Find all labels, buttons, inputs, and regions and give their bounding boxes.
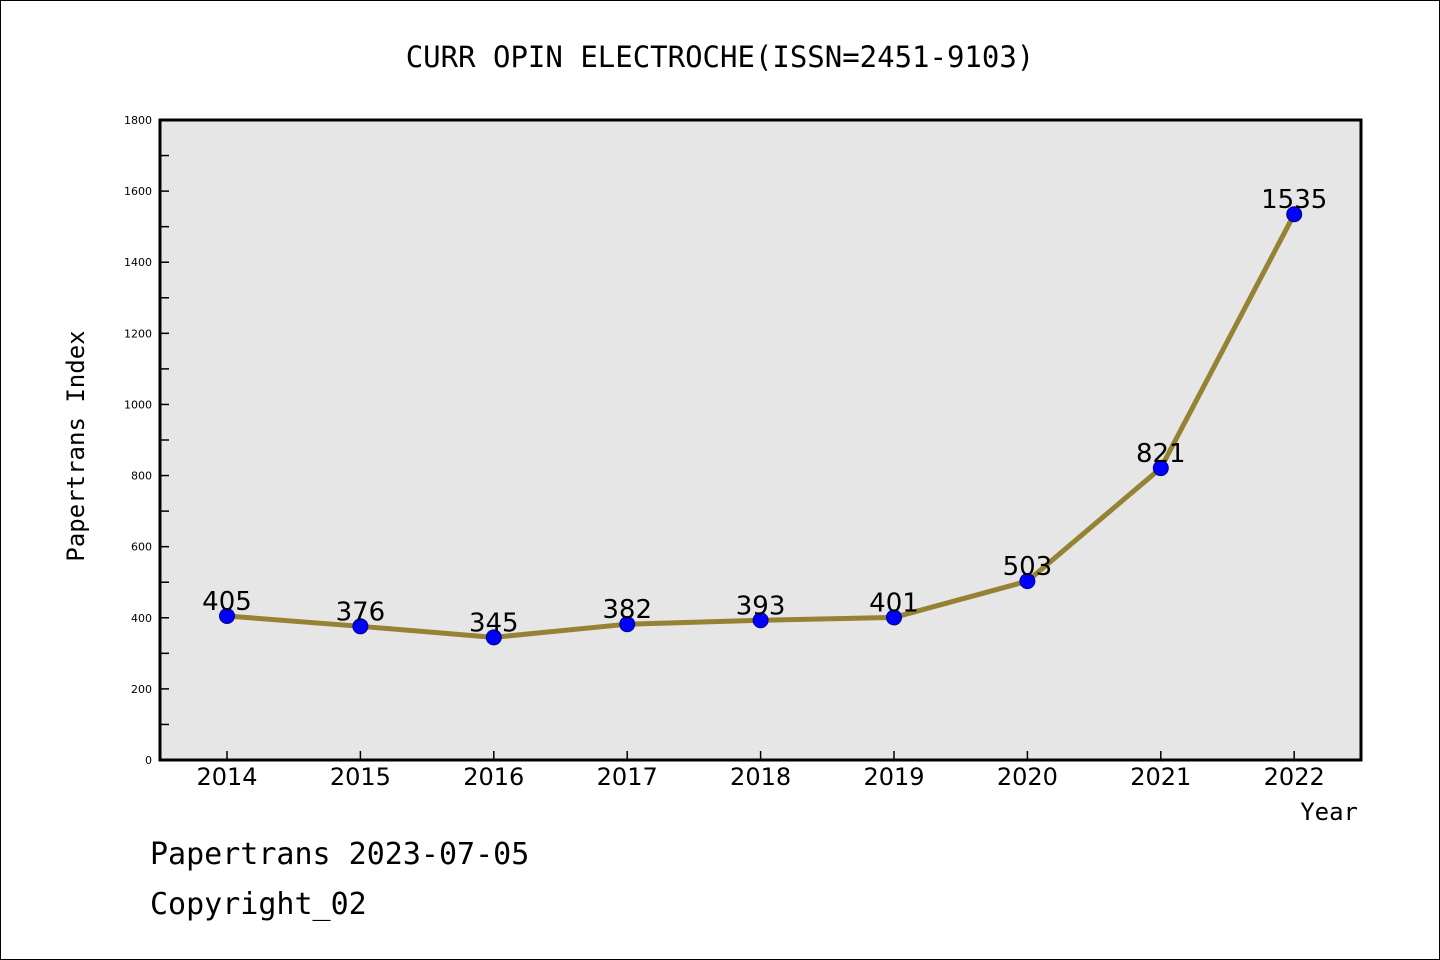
series-markers	[219, 206, 1303, 646]
x-axis-label: Year	[1300, 798, 1358, 826]
y-tick-label: 1400	[124, 256, 152, 269]
data-label: 401	[869, 588, 919, 618]
data-labels: 405 376 345 382 393 401 503 821 1535	[202, 185, 1327, 638]
data-label: 376	[336, 597, 386, 627]
plot-area	[158, 118, 1363, 762]
data-label: 345	[469, 608, 519, 638]
y-tick-label: 1600	[124, 185, 152, 198]
data-point	[1019, 573, 1036, 590]
data-label: 821	[1136, 439, 1186, 469]
footer-copyright-text: Copyright_02	[150, 887, 367, 922]
x-tick-label: 2022	[1264, 763, 1325, 791]
data-point	[619, 616, 636, 633]
y-tick-label: 1000	[124, 398, 152, 411]
x-tick-label: 2017	[597, 763, 658, 791]
data-point	[219, 608, 235, 624]
data-point	[752, 612, 769, 629]
footer-date-text: Papertrans 2023-07-05	[150, 837, 529, 872]
x-tick-label: 2019	[863, 763, 924, 791]
data-point	[886, 609, 902, 626]
y-tick-label: 200	[131, 683, 152, 696]
data-point	[1152, 460, 1169, 477]
data-label: 405	[202, 587, 252, 617]
x-tick-label: 2020	[997, 763, 1058, 791]
chart-title: CURR OPIN ELECTROCHE(ISSN=2451-9103)	[406, 40, 1035, 74]
y-axis: 0 200 400 600 800 1000 1200 1400 1600 1800	[124, 114, 169, 767]
y-axis-label: Papertrans Index	[62, 330, 90, 561]
y-tick-label: 1800	[124, 114, 152, 127]
y-tick-label: 600	[131, 541, 152, 554]
data-point	[352, 618, 369, 635]
x-tick-label: 2015	[330, 763, 391, 791]
data-label: 503	[1003, 552, 1053, 582]
data-point	[1286, 206, 1303, 223]
data-label: 1535	[1261, 185, 1327, 215]
x-tick-label: 2014	[196, 763, 257, 791]
data-label: 382	[602, 595, 652, 625]
y-tick-label: 800	[131, 470, 152, 483]
y-tick-label: 1200	[124, 327, 152, 340]
data-label: 393	[736, 591, 786, 621]
x-tick-label: 2021	[1130, 763, 1191, 791]
data-point	[485, 629, 502, 646]
y-tick-label: 0	[145, 754, 152, 767]
x-axis: 2014 2015 2016 2017 2018 2019 2020 2021 2022	[196, 751, 1325, 791]
x-tick-label: 2016	[463, 763, 524, 791]
y-tick-label: 400	[131, 612, 152, 625]
x-tick-label: 2018	[730, 763, 791, 791]
